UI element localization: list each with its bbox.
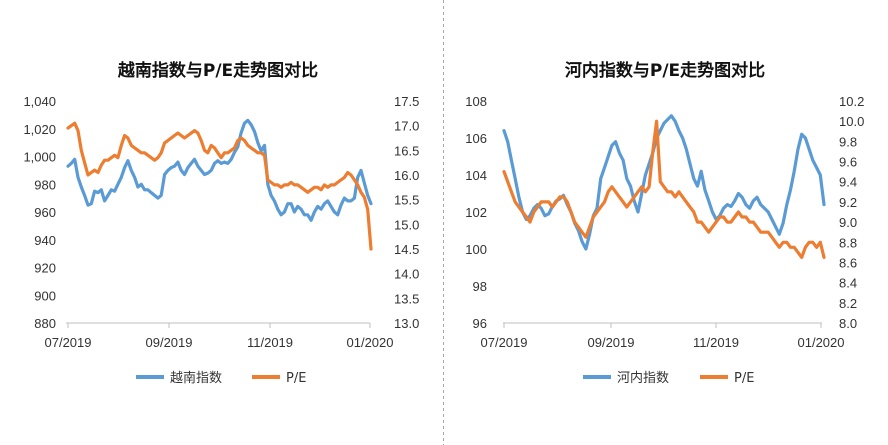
vn-right-tick-label: 14.0 [394, 267, 419, 282]
hn-left-axis: 96 98 100 102 104 106 108 [465, 94, 487, 331]
vn-left-tick-label: 1,020 [23, 122, 56, 137]
vn-legend: 越南指数 P/E [136, 370, 306, 386]
vn-x-tick-label: 07/2019 [45, 335, 92, 350]
hn-right-tick-label: 8.6 [839, 255, 857, 270]
hn-x-tick-label: 07/2019 [481, 335, 528, 350]
hn-right-tick-label: 8.4 [839, 276, 857, 291]
hn-right-tick-label: 9.2 [839, 195, 857, 210]
vn-right-tick-label: 16.0 [394, 168, 419, 183]
vn-chart-title: 越南指数与P/E走势图对比 [117, 60, 318, 81]
vn-x-tick-label: 11/2019 [247, 335, 293, 350]
hn-right-tick-label: 8.0 [839, 316, 857, 331]
hn-series-line-pe [502, 119, 826, 259]
hn-right-tick-label: 10.0 [839, 114, 864, 129]
vn-chart: 越南指数与P/E走势图对比 880 900 920 940 960 980 1,000 1,0… [23, 60, 419, 386]
hn-right-tick-label: 9.8 [839, 134, 857, 149]
vn-right-tick-label: 13.5 [394, 291, 419, 306]
hn-left-tick-label: 104 [465, 168, 487, 183]
vn-legend-label-index: 越南指数 [170, 370, 222, 386]
hn-series-lines [502, 114, 826, 259]
vn-left-tick-label: 920 [34, 261, 56, 276]
vn-left-tick-label: 1,040 [23, 94, 56, 109]
vn-left-tick-label: 900 [34, 288, 56, 303]
vn-x-tick-label: 01/2020 [347, 335, 394, 350]
hn-x-tick-label: 09/2019 [588, 335, 635, 350]
hn-right-tick-label: 9.0 [839, 215, 857, 230]
hn-right-tick-label: 9.4 [839, 175, 857, 190]
vn-series-line-pe [66, 121, 373, 251]
hn-right-axis: 8.0 8.2 8.4 8.6 8.8 9.0 9.2 9.4 9.6 9.8 10.0 10.2 [839, 94, 864, 331]
hn-right-tick-label: 9.6 [839, 155, 857, 170]
hn-left-tick-label: 102 [465, 205, 487, 220]
hn-left-tick-label: 100 [465, 242, 487, 257]
vn-right-tick-label: 16.5 [394, 143, 419, 158]
hn-chart: 河内指数与P/E走势图对比 96 98 100 102 104 106 108 8.0 8.2… [465, 60, 864, 386]
hn-x-tick-label: 01/2020 [798, 335, 845, 350]
hn-x-tick-label: 11/2019 [693, 335, 739, 350]
vn-left-axis: 880 900 920 940 960 980 1,000 1,020 1,040 [23, 94, 56, 331]
hn-chart-title: 河内指数与P/E走势图对比 [565, 60, 765, 81]
vn-right-tick-label: 15.5 [394, 193, 419, 208]
hn-legend-label-pe: P/E [734, 371, 754, 386]
hn-left-tick-label: 108 [465, 94, 487, 109]
hn-x-axis: 07/2019 09/2019 11/2019 01/2020 [481, 323, 845, 350]
vn-right-tick-label: 13.0 [394, 316, 419, 331]
vn-right-tick-label: 15.0 [394, 217, 419, 232]
vn-left-tick-label: 980 [34, 177, 56, 192]
vn-right-tick-label: 17.0 [394, 119, 419, 134]
vn-left-tick-label: 1,000 [23, 150, 56, 165]
hn-left-tick-label: 106 [465, 131, 487, 146]
vn-right-tick-label: 14.5 [394, 242, 419, 257]
hn-series-line-index [502, 114, 826, 251]
vn-left-tick-label: 880 [34, 316, 56, 331]
hn-right-tick-label: 8.8 [839, 235, 857, 250]
vn-legend-label-pe: P/E [286, 371, 306, 386]
vn-left-tick-label: 960 [34, 205, 56, 220]
vn-x-axis: 07/2019 09/2019 11/2019 01/2020 [45, 323, 394, 350]
vn-right-axis: 13.0 13.5 14.0 14.5 15.0 15.5 16.0 16.5 17.0 17.5 [394, 94, 419, 331]
hn-left-tick-label: 98 [473, 279, 487, 294]
vn-x-tick-label: 09/2019 [146, 335, 193, 350]
hn-legend-label-index: 河内指数 [617, 370, 669, 386]
hn-right-tick-label: 8.2 [839, 296, 857, 311]
vn-series-lines [66, 118, 373, 251]
vn-series-line-index [66, 118, 373, 222]
hn-right-tick-label: 10.2 [839, 94, 864, 109]
vn-right-tick-label: 17.5 [394, 94, 419, 109]
hn-legend: 河内指数 P/E [583, 370, 754, 386]
vn-left-tick-label: 940 [34, 233, 56, 248]
hn-left-tick-label: 96 [473, 316, 487, 331]
